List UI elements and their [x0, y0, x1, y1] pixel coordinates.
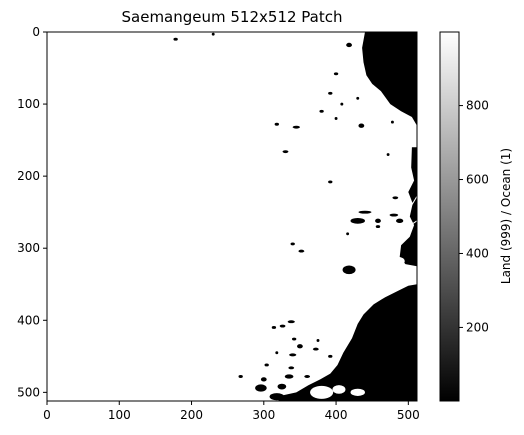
land-patch — [350, 388, 365, 396]
boundary-line — [412, 220, 417, 225]
ocean-blob — [342, 265, 356, 275]
ocean-blob — [282, 150, 289, 154]
ocean-blob — [274, 122, 279, 126]
ocean-region-east-coast-north — [362, 32, 417, 126]
y-tick-label: 0 — [32, 25, 40, 39]
ocean-blob — [304, 375, 311, 378]
ocean-blob — [289, 353, 297, 357]
land-patch — [398, 196, 407, 203]
ocean-blob — [284, 374, 294, 379]
ocean-blob — [173, 37, 178, 41]
ocean-blob — [291, 337, 297, 341]
ocean-blob — [392, 196, 399, 200]
ocean-blob — [340, 102, 344, 106]
colorbar-tick-label: 400 — [466, 246, 489, 260]
x-tick-label: 300 — [252, 408, 275, 422]
y-tick-label: 500 — [17, 385, 40, 399]
colorbar-tick-label: 800 — [466, 99, 489, 113]
ocean-region-southeast-land — [278, 284, 417, 401]
heatmap-image — [173, 32, 417, 401]
ocean-blob — [333, 72, 339, 76]
colorbar: 200 400 600 800 Land (999) / Ocean (1) — [439, 31, 513, 402]
ocean-blob — [358, 210, 372, 214]
colorbar-label: Land (999) / Ocean (1) — [499, 148, 513, 284]
ocean-blob — [271, 326, 277, 329]
x-axis: 0 100 200 300 400 500 — [43, 401, 420, 422]
colorbar-ticks: 200 400 600 800 — [459, 99, 489, 334]
heatmap-plot-area — [46, 31, 418, 402]
colorbar-tick-label: 600 — [466, 173, 489, 187]
x-tick-label: 0 — [43, 408, 51, 422]
boundary-line — [402, 196, 417, 227]
ocean-blob — [275, 351, 279, 355]
ocean-region-east-coast-middle — [399, 147, 417, 267]
ocean-blob — [260, 377, 267, 382]
ocean-blob — [287, 320, 295, 324]
ocean-blob — [375, 225, 381, 229]
x-tick-label: 100 — [108, 408, 131, 422]
land-patch — [391, 256, 405, 266]
ocean-blob — [328, 354, 333, 358]
ocean-blob — [264, 363, 269, 367]
y-axis: 0 100 200 300 400 500 — [17, 25, 47, 399]
ocean-blob — [328, 180, 333, 184]
land-patch — [332, 385, 346, 394]
land-patch — [310, 385, 334, 399]
colorbar-gradient — [439, 31, 460, 402]
y-tick-label: 300 — [17, 241, 40, 255]
x-tick-label: 500 — [397, 408, 420, 422]
ocean-blob — [396, 218, 404, 223]
ocean-blob — [375, 218, 381, 223]
ocean-blob — [350, 217, 365, 224]
ocean-blob — [334, 117, 338, 120]
y-tick-label: 200 — [17, 169, 40, 183]
ocean-blob — [238, 375, 243, 378]
ocean-blob — [346, 232, 350, 236]
ocean-blob — [328, 91, 333, 95]
x-tick-label: 400 — [325, 408, 348, 422]
ocean-blob — [298, 249, 305, 253]
chart-title: Saemangeum 512x512 Patch — [122, 8, 343, 26]
y-tick-label: 100 — [17, 97, 40, 111]
ocean-blob — [279, 324, 286, 328]
ocean-blob — [319, 109, 324, 113]
ocean-blob — [358, 123, 365, 128]
x-tick-label: 200 — [180, 408, 203, 422]
ocean-blob — [255, 384, 267, 392]
ocean-blob — [390, 120, 394, 124]
ocean-blob — [290, 242, 295, 246]
ocean-blob — [312, 347, 319, 351]
colorbar-tick-label: 200 — [466, 320, 489, 334]
ocean-blob — [292, 125, 300, 129]
ocean-blob — [386, 153, 390, 156]
y-tick-label: 400 — [17, 313, 40, 327]
ocean-blob — [389, 213, 399, 217]
ocean-blob — [346, 42, 352, 48]
ocean-blob — [277, 383, 287, 390]
ocean-blob — [356, 96, 360, 100]
plot-frame — [46, 31, 418, 402]
ocean-blob — [297, 344, 303, 349]
ocean-blob — [288, 366, 295, 370]
ocean-blob — [316, 339, 320, 342]
ocean-blob — [269, 393, 285, 401]
ocean-blob — [211, 32, 215, 36]
